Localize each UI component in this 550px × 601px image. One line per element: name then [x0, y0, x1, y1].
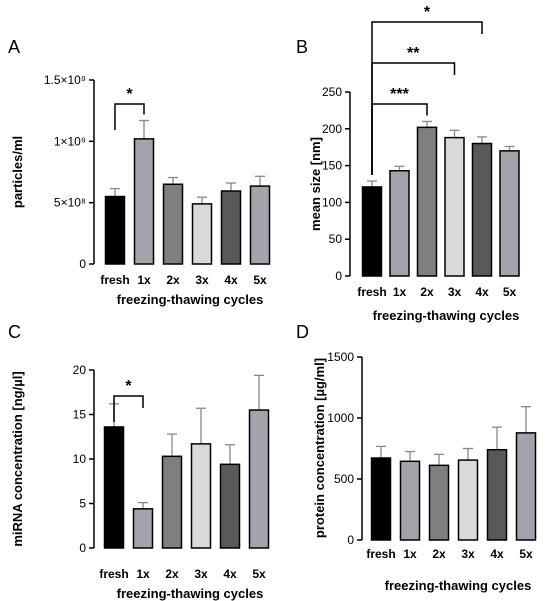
- x-tick-label: 5x: [253, 273, 267, 287]
- y-tick-label: 200: [322, 122, 342, 136]
- bar-3x: [457, 459, 479, 541]
- chart-panel-c: C 0 5 10 15 20 miRNA concentration [ng/µl] fres…: [8, 322, 270, 601]
- y-tick-label: 500: [334, 472, 354, 486]
- significance-label: **: [407, 45, 420, 62]
- x-tick-label: 2x: [432, 547, 446, 561]
- x-axis-label: freezing-thawing cycles: [385, 578, 532, 593]
- y-tick-label: 20: [73, 363, 87, 377]
- bar-fresh: [370, 457, 392, 541]
- bar-fresh: [103, 426, 125, 549]
- bar-4x: [219, 463, 241, 549]
- x-tick-label: 4x: [223, 567, 237, 581]
- y-tick-label: 0: [79, 541, 86, 555]
- x-tick-label: 1x: [393, 285, 407, 299]
- y-axis-label: miRNA concentration [ng/µl]: [10, 371, 25, 546]
- y-tick-label: 1×10⁹: [54, 134, 86, 148]
- bar-4x: [486, 448, 508, 541]
- bar-4x: [220, 190, 242, 265]
- bar-5x: [249, 185, 271, 265]
- bar-2x: [162, 183, 184, 265]
- significance-bracket: [113, 395, 144, 422]
- x-tick-label: 3x: [195, 273, 209, 287]
- bar-5x: [248, 409, 270, 549]
- bar-fresh: [104, 195, 126, 265]
- y-tick-label: 0: [335, 269, 342, 283]
- panel-letter: A: [8, 37, 20, 57]
- chart-panel-b: B 0 50 100 150 200 250 mean size [nm] fresh 1x 2x 3…: [296, 4, 520, 323]
- bar-1x: [133, 138, 155, 265]
- significance-label: *: [424, 4, 431, 21]
- bar-2x: [428, 464, 450, 541]
- y-tick-label: 15: [73, 408, 87, 422]
- panel-letter: C: [8, 322, 21, 342]
- x-tick-label: 1x: [136, 567, 150, 581]
- x-tick-label: 2x: [165, 567, 179, 581]
- x-tick-label: fresh: [357, 285, 386, 299]
- bar-5x: [515, 432, 537, 541]
- x-tick-label: 4x: [475, 285, 489, 299]
- x-tick-label: 5x: [519, 547, 533, 561]
- y-tick-label: 1500: [327, 350, 354, 364]
- x-tick-label: fresh: [99, 567, 128, 581]
- chart-panel-a: A 0 5×10⁸ 1×10⁹ 1.5×10⁹ particles/ml fresh 1x 2x…: [8, 37, 271, 307]
- y-tick-label: 50: [329, 232, 343, 246]
- bar-2x: [161, 455, 183, 549]
- significance-label: *: [126, 86, 133, 103]
- y-tick-label: 5: [79, 497, 86, 511]
- panel-letter: D: [296, 322, 309, 342]
- x-axis-label: freezing-thawing cycles: [117, 292, 264, 307]
- x-axis-label: freezing-thawing cycles: [117, 586, 264, 601]
- panel-letter: B: [296, 37, 308, 57]
- y-axis-label: mean size [nm]: [308, 137, 323, 231]
- bar-3x: [190, 443, 212, 549]
- x-tick-label: 3x: [448, 285, 462, 299]
- y-axis-label: protein concentration [µg/ml]: [312, 358, 327, 538]
- bar-fresh: [361, 186, 383, 277]
- y-tick-label: 0: [79, 257, 86, 271]
- y-axis-label: particles/ml: [10, 136, 25, 208]
- x-tick-label: 4x: [224, 273, 238, 287]
- significance-label: *: [125, 378, 132, 395]
- bar-1x: [389, 170, 410, 277]
- x-tick-label: 5x: [252, 567, 266, 581]
- bar-1x: [132, 508, 154, 549]
- x-tick-label: 3x: [194, 567, 208, 581]
- x-axis-label: freezing-thawing cycles: [373, 308, 520, 323]
- bar-4x: [471, 142, 493, 277]
- x-tick-label: fresh: [100, 273, 129, 287]
- bar-3x: [191, 203, 213, 265]
- y-tick-label: 1000: [327, 411, 354, 425]
- x-tick-label: 1x: [137, 273, 151, 287]
- bar-5x: [499, 150, 520, 277]
- x-tick-label: 2x: [420, 285, 434, 299]
- y-tick-label: 100: [322, 195, 342, 209]
- y-tick-label: 0: [347, 533, 354, 547]
- x-tick-label: 3x: [461, 547, 475, 561]
- y-tick-label: 5×10⁸: [54, 196, 86, 210]
- y-tick-label: 1.5×10⁹: [44, 73, 86, 87]
- x-tick-label: 5x: [503, 285, 517, 299]
- significance-bracket: [371, 21, 483, 176]
- y-tick-label: 150: [322, 159, 342, 173]
- significance-label: ***: [390, 86, 409, 103]
- y-tick-label: 10: [73, 452, 87, 466]
- x-tick-label: 2x: [166, 273, 180, 287]
- bar-1x: [399, 460, 421, 541]
- bar-2x: [416, 126, 438, 277]
- significance-bracket: [114, 103, 145, 130]
- x-tick-label: 4x: [490, 547, 504, 561]
- y-tick-label: 250: [322, 85, 342, 99]
- bar-3x: [444, 136, 465, 277]
- significance-bracket: [371, 62, 456, 176]
- x-tick-label: 1x: [403, 547, 417, 561]
- x-tick-label: fresh: [366, 547, 395, 561]
